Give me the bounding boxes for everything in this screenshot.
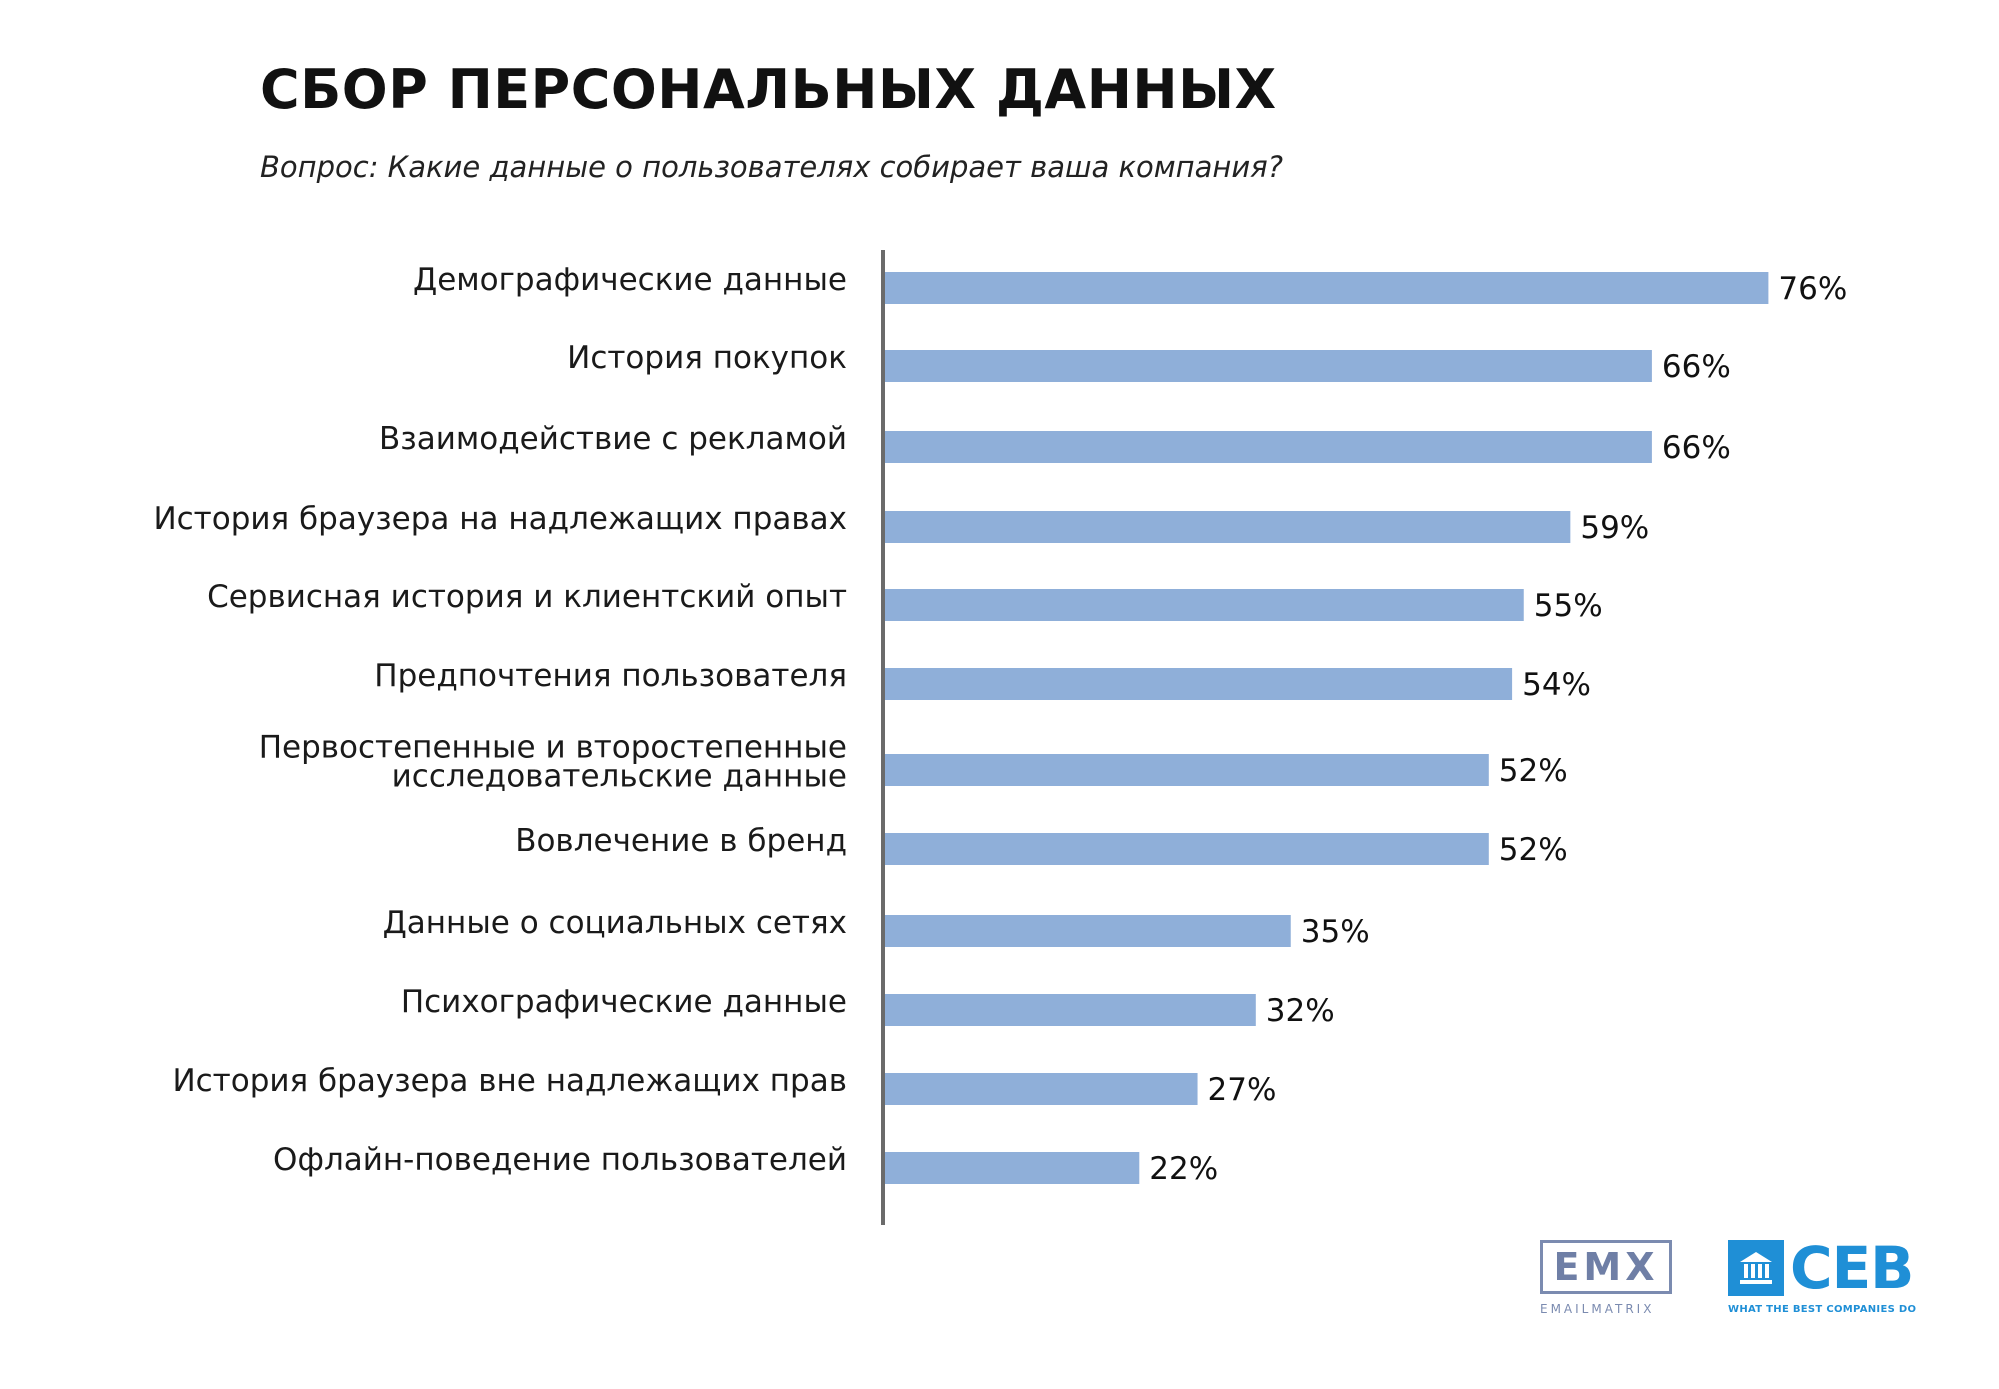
bar [883, 1073, 1198, 1105]
emx-logo-mark: EMX [1553, 1245, 1659, 1289]
category-label: Психографические данные [401, 984, 847, 1020]
category-labels-group: Демографические данные История покупок Вза… [153, 262, 847, 1178]
bar [883, 350, 1652, 382]
bar [883, 431, 1652, 463]
category-label: исследовательские данные [392, 759, 847, 795]
bar [883, 994, 1256, 1026]
bar [883, 272, 1769, 304]
value-label: 59% [1580, 510, 1649, 546]
bars-group [883, 272, 1769, 1184]
value-label: 35% [1301, 914, 1370, 950]
category-label: Вовлечение в бренд [515, 823, 847, 859]
bar [883, 915, 1291, 947]
value-label: 22% [1149, 1151, 1218, 1187]
value-label: 27% [1208, 1072, 1277, 1108]
page-title: СБОР ПЕРСОНАЛЬНЫХ ДАННЫХ [260, 58, 1277, 121]
emx-logo: EMX [1540, 1240, 1672, 1294]
value-label: 52% [1499, 832, 1568, 868]
category-label: История браузера на надлежащих правах [153, 501, 847, 537]
category-label: Демографические данные [413, 262, 847, 298]
category-label: Офлайн-поведение пользователей [273, 1142, 847, 1178]
ceb-logo-mark: CEB [1790, 1234, 1914, 1302]
bar [883, 668, 1513, 700]
bar [883, 754, 1489, 786]
value-label: 52% [1499, 753, 1568, 789]
value-label: 76% [1778, 271, 1847, 307]
bar [883, 833, 1489, 865]
ceb-logo-subtext: WHAT THE BEST COMPANIES DO [1728, 1304, 1917, 1315]
category-label: История покупок [567, 340, 847, 376]
value-label: 55% [1534, 588, 1603, 624]
logos: EMX EMAILMATRIX CEB WHAT THE BEST COMPAN… [1540, 1234, 1960, 1340]
bar [883, 1152, 1140, 1184]
bar [883, 511, 1571, 543]
bar [883, 589, 1524, 621]
category-label: Предпочтения пользователя [374, 658, 847, 694]
category-label: История браузера вне надлежащих прав [172, 1063, 847, 1099]
value-labels-group: 76% 66% 66% 59% 55% 54% 52% 52% 35% 32% 27% 22% [1149, 271, 1847, 1187]
page-subtitle: Вопрос: Какие данные о пользователях соб… [260, 150, 1284, 184]
category-label: Сервисная история и клиентский опыт [207, 579, 847, 615]
category-label: Данные о социальных сетях [383, 905, 847, 941]
value-label: 66% [1662, 430, 1731, 466]
category-label: Взаимодействие с рекламой [379, 421, 847, 457]
category-label: Первостепенные и второстепенные [259, 730, 847, 766]
value-label: 32% [1266, 993, 1335, 1029]
emx-logo-subtext: EMAILMATRIX [1540, 1302, 1655, 1316]
building-icon [1728, 1240, 1784, 1296]
value-label: 66% [1662, 349, 1731, 385]
value-label: 54% [1522, 667, 1591, 703]
